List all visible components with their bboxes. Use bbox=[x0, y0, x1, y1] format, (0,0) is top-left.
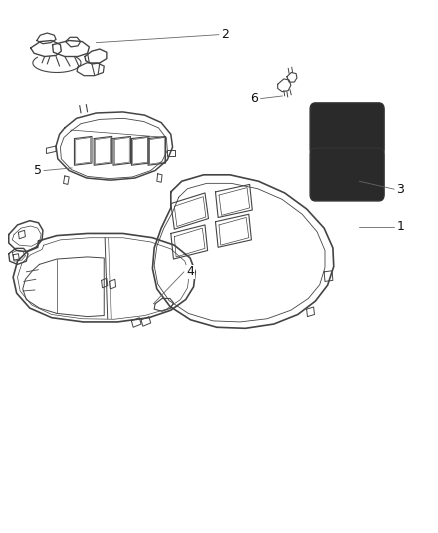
Text: 5: 5 bbox=[34, 164, 42, 177]
Text: 3: 3 bbox=[396, 183, 404, 196]
Text: 1: 1 bbox=[396, 220, 404, 233]
FancyBboxPatch shape bbox=[310, 148, 384, 201]
Text: 4: 4 bbox=[186, 265, 194, 278]
Text: 6: 6 bbox=[251, 92, 258, 105]
FancyBboxPatch shape bbox=[310, 103, 384, 156]
Text: 2: 2 bbox=[221, 28, 229, 41]
